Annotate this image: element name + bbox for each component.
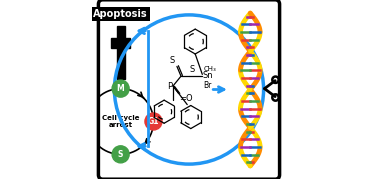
FancyBboxPatch shape [98,0,280,179]
Text: G2: G2 [82,117,93,126]
Text: G1: G1 [148,117,159,126]
Bar [117,26,124,79]
Text: S: S [190,65,195,74]
Circle shape [112,80,129,97]
Text: S: S [170,56,175,65]
Circle shape [112,146,129,163]
Text: P: P [167,82,173,91]
Text: M: M [117,84,124,93]
Circle shape [79,113,96,130]
Bar [111,38,130,48]
Text: Br: Br [203,81,212,90]
Text: S: S [118,150,123,159]
Text: Apoptosis: Apoptosis [93,9,148,19]
Text: Cell cycle
arrest: Cell cycle arrest [102,115,139,128]
Text: CH₃: CH₃ [203,66,216,72]
Circle shape [145,113,162,130]
Text: Sn: Sn [203,71,213,80]
Text: =O: =O [179,95,193,103]
